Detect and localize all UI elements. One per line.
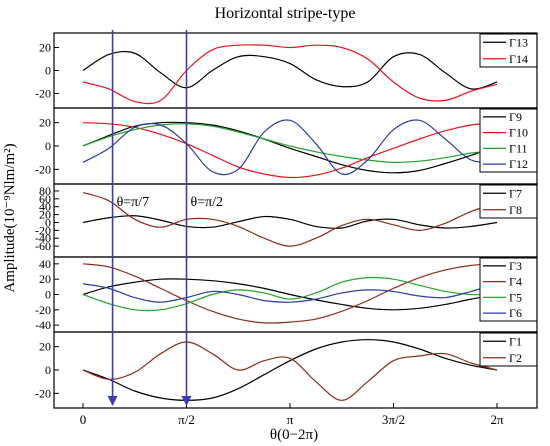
legend-label: Γ13 bbox=[509, 35, 528, 49]
series-line-Γ13 bbox=[82, 50, 498, 90]
series-line-Γ7 bbox=[82, 215, 498, 229]
panels-group: 200-20Γ13Γ14200-20Γ9Γ10Γ11Γ12806040200-2… bbox=[35, 32, 538, 409]
x-tick-label: 0 bbox=[80, 412, 87, 427]
series-line-Γ8 bbox=[82, 191, 498, 247]
legend-label: Γ1 bbox=[509, 334, 522, 348]
legend-label: Γ12 bbox=[509, 157, 528, 171]
annotations-group: θ=π/7 θ=π/2 bbox=[117, 195, 223, 210]
x-axis-label: θ(0−2π) bbox=[270, 427, 318, 443]
panel-5: 20 0 -20 Γ1 Γ2 bbox=[35, 331, 538, 409]
legend-label: Γ6 bbox=[509, 306, 522, 320]
panel-1: 20 0 -20 Γ13 Γ14 bbox=[35, 32, 538, 109]
y-tick-label: 60 bbox=[39, 192, 51, 206]
legend-label: Γ5 bbox=[509, 290, 522, 304]
marker-arrow-head bbox=[107, 396, 118, 406]
legend-label: Γ11 bbox=[509, 141, 528, 155]
legend-label: Γ2 bbox=[509, 351, 522, 365]
panel-frame bbox=[53, 331, 538, 409]
series-line-Γ6 bbox=[82, 283, 498, 303]
y-tick-label: -20 bbox=[35, 87, 51, 101]
y-tick-label: -20 bbox=[35, 223, 51, 237]
y-tick-label: 0 bbox=[45, 64, 51, 78]
y-tick-label: 0 bbox=[45, 215, 51, 229]
series-line-Γ12 bbox=[82, 119, 498, 176]
y-tick-label: -20 bbox=[35, 386, 51, 400]
legend-label: Γ10 bbox=[509, 126, 528, 140]
x-tick-label: π/2 bbox=[178, 412, 195, 427]
y-tick-label: -40 bbox=[35, 231, 51, 245]
series-line-Γ3 bbox=[82, 278, 498, 311]
x-tick-label: 3π/2 bbox=[382, 412, 405, 427]
legend-box bbox=[479, 257, 538, 322]
y-tick-label: -20 bbox=[35, 162, 51, 176]
series-line-Γ14 bbox=[82, 44, 498, 105]
y-tick-label: 40 bbox=[39, 200, 51, 214]
marker-lines bbox=[107, 30, 192, 406]
series-line-Γ1 bbox=[82, 339, 498, 401]
y-tick-label: 40 bbox=[39, 257, 51, 271]
x-axis-ticks: 0 π/2 π 3π/2 2π bbox=[80, 403, 504, 427]
chart-title: Horizontal stripe-type bbox=[215, 5, 356, 22]
y-tick-label: 20 bbox=[39, 41, 51, 55]
y-tick-label: -40 bbox=[35, 318, 51, 332]
legend-label: Γ4 bbox=[509, 275, 522, 289]
legend-label: Γ7 bbox=[509, 186, 522, 200]
panel-frame bbox=[53, 32, 538, 109]
y-tick-label: 20 bbox=[39, 272, 51, 286]
y-tick-label: 0 bbox=[45, 288, 51, 302]
y-tick-label: 0 bbox=[45, 363, 51, 377]
legend-box bbox=[479, 33, 538, 68]
y-tick-label: 20 bbox=[39, 116, 51, 130]
legend-label: Γ9 bbox=[509, 110, 522, 124]
y-tick-label: -20 bbox=[35, 303, 51, 317]
y-tick-label: 0 bbox=[45, 139, 51, 153]
y-tick-label: 20 bbox=[39, 208, 51, 222]
legend-box bbox=[479, 108, 538, 173]
legend-label: Γ3 bbox=[509, 259, 522, 273]
y-tick-label: -60 bbox=[35, 239, 51, 253]
y-tick-label: 20 bbox=[39, 340, 51, 354]
y-axis-label: Amplitude(10⁻⁹Nlm/m²) bbox=[2, 143, 18, 292]
series-line-Γ4 bbox=[82, 263, 498, 324]
panel-frame bbox=[53, 107, 538, 185]
marker-arrow-head bbox=[181, 396, 192, 406]
series-line-Γ5 bbox=[82, 276, 498, 312]
series-line-Γ11 bbox=[82, 123, 498, 163]
series-line-Γ10 bbox=[82, 122, 498, 179]
legend-box bbox=[479, 332, 538, 367]
y-tick-label: 80 bbox=[39, 184, 51, 198]
annotation-label: θ=π/7 bbox=[117, 195, 150, 210]
x-tick-label: π bbox=[287, 412, 294, 427]
x-tick-label: 2π bbox=[490, 412, 504, 427]
legend-label: Γ14 bbox=[509, 52, 528, 66]
legend-label: Γ8 bbox=[509, 203, 522, 217]
annotation-label: θ=π/2 bbox=[191, 195, 224, 210]
series-line-Γ2 bbox=[82, 341, 498, 401]
